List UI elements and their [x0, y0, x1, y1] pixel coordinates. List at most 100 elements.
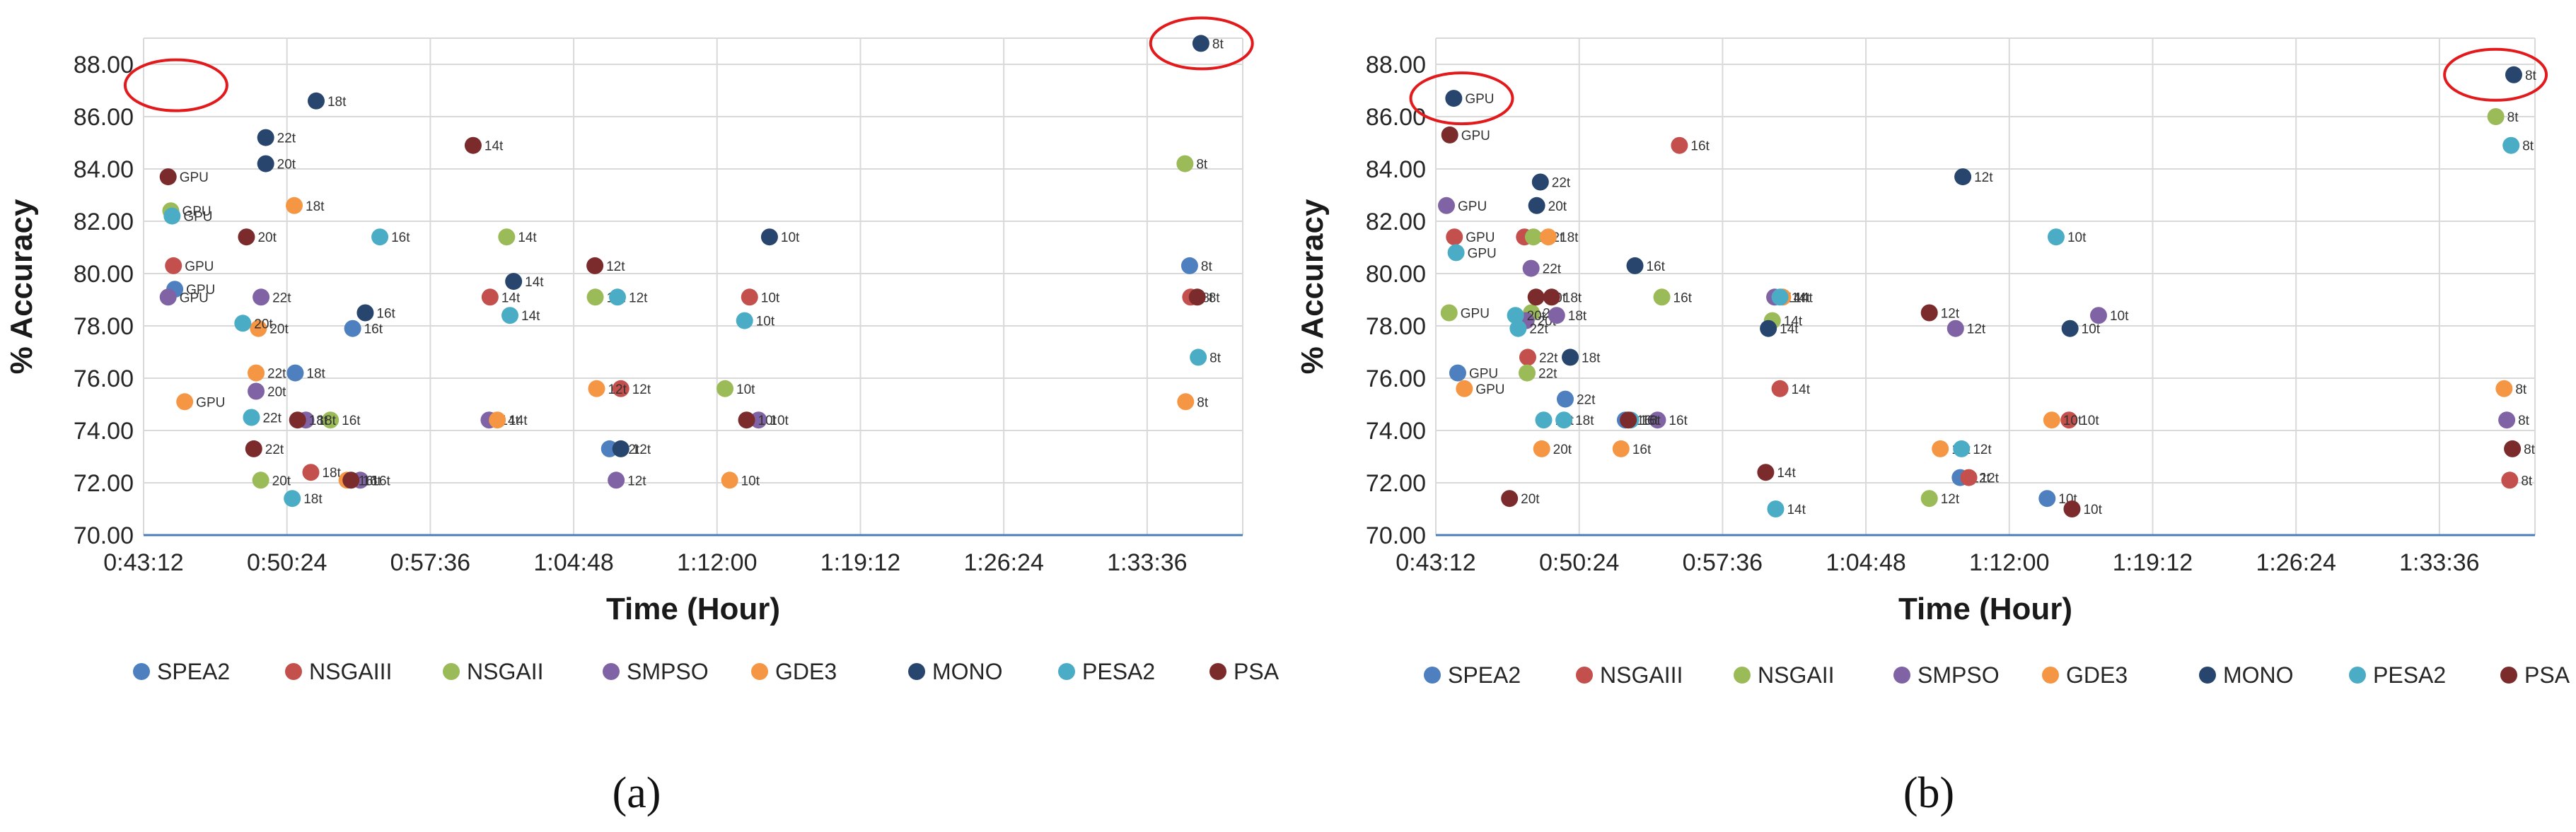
data-point-smpso [248, 382, 265, 400]
data-point-psa [586, 257, 604, 274]
point-label: 16t [1642, 414, 1661, 428]
x-tick-label: 0:50:24 [1539, 549, 1619, 576]
point-label: 8t [2525, 69, 2537, 83]
legend-marker-mono [908, 663, 925, 680]
legend-label: PESA2 [2373, 662, 2446, 688]
data-point-gde3 [1540, 228, 1557, 246]
y-tick-label: 86.00 [1366, 104, 1426, 131]
x-tick-label: 1:26:24 [2256, 549, 2336, 576]
data-point-nsgaiii [1519, 348, 1536, 366]
data-point-pesa2 [243, 409, 260, 426]
data-point-nsgaii [1920, 490, 1938, 508]
point-label: 20t [1548, 199, 1567, 214]
point-label: 16t [342, 414, 361, 428]
legend-marker-psa [2500, 667, 2517, 684]
point-label: 16t [371, 474, 390, 488]
data-point-spea2 [1556, 390, 1574, 408]
x-tick-label: 0:57:36 [390, 549, 470, 576]
x-axis-title: Time (Hour) [606, 592, 780, 626]
legend-label: PESA2 [1082, 659, 1155, 684]
legend-marker-smpso [603, 663, 620, 680]
point-label: GPU [1469, 367, 1498, 382]
point-label: 22t [262, 411, 282, 426]
point-label: 12t [1974, 170, 1993, 185]
data-point-pesa2 [1447, 244, 1465, 262]
data-point-nsgaii [498, 228, 516, 246]
legend-marker-mono [2199, 667, 2216, 684]
data-point-smpso [1438, 197, 1456, 214]
point-label: 20t [1521, 492, 1540, 507]
y-tick-label: 70.00 [74, 522, 134, 549]
x-tick-label: 1:12:00 [677, 549, 757, 576]
legend-marker-pesa2 [2349, 667, 2366, 684]
data-point-pesa2 [284, 490, 301, 508]
data-point-smpso [1649, 411, 1666, 429]
point-label: 14t [485, 139, 504, 154]
x-tick-label: 1:33:36 [2399, 549, 2479, 576]
point-label: GPU [1465, 92, 1494, 107]
y-tick-label: 84.00 [74, 156, 134, 183]
data-point-nsgaiii [2501, 471, 2519, 489]
data-point-pesa2 [1767, 500, 1785, 517]
data-point-pesa2 [2047, 228, 2065, 246]
point-label: 18t [1568, 309, 1587, 324]
data-point-nsgaii [586, 288, 604, 306]
data-point-mono [1760, 320, 1777, 337]
data-point-nsgaii [2487, 108, 2505, 125]
point-label: 16t [1669, 414, 1688, 428]
point-label: 12t [1941, 492, 1960, 507]
data-point-psa [2504, 440, 2522, 457]
point-label: 12t [632, 382, 651, 397]
point-label: 14t [521, 309, 540, 324]
point-label: 14t [1787, 503, 1806, 517]
x-tick-label: 0:50:24 [247, 549, 327, 576]
point-label: 14t [1792, 291, 1811, 305]
data-point-psa [159, 168, 177, 186]
data-point-mono [2505, 66, 2522, 83]
x-axis-title: Time (Hour) [1898, 592, 2072, 626]
data-point-spea2 [1449, 364, 1466, 382]
data-point-pesa2 [1771, 288, 1789, 306]
y-tick-label: 72.00 [1366, 470, 1426, 497]
data-point-nsgaiii [481, 288, 499, 306]
legend-label: GDE3 [2066, 662, 2128, 688]
data-point-nsgaiii [612, 380, 630, 397]
point-label: 16t [359, 474, 378, 488]
legend-marker-psa [1209, 663, 1226, 680]
legend-label: NSGAII [467, 659, 543, 684]
data-point-mono [1531, 173, 1549, 191]
legend-marker-nsgaiii [1576, 667, 1593, 684]
data-point-pesa2 [1190, 348, 1207, 366]
data-point-mono [1562, 348, 1579, 366]
point-label: 10t [2110, 309, 2129, 324]
point-label: 22t [1543, 262, 1562, 277]
point-label: 10t [2067, 230, 2087, 245]
point-label: 22t [267, 367, 286, 382]
legend-label: SPEA2 [1448, 662, 1521, 688]
data-point-mono [1445, 90, 1463, 107]
point-label: 10t [781, 230, 800, 245]
highlight-ellipse [123, 58, 228, 112]
point-label: 16t [1690, 139, 1710, 154]
point-label: 16t [1632, 443, 1652, 457]
y-tick-label: 78.00 [1366, 313, 1426, 340]
legend-marker-nsgaii [443, 663, 460, 680]
point-label: 14t [525, 275, 544, 290]
data-point-nsgaii [1653, 288, 1671, 306]
point-label: 8t [1209, 351, 1222, 365]
data-point-nsgaiii [2060, 411, 2078, 429]
point-label: 18t [1563, 291, 1582, 305]
point-label: 18t [306, 199, 325, 214]
data-point-nsgaii [252, 471, 269, 489]
y-tick-label: 84.00 [1366, 156, 1426, 183]
chart-panel-b: 0:43:12 0:50:24 0:57:36 1:04:48 1:12:00 1:19:… [1295, 37, 2570, 688]
data-point-psa [738, 411, 755, 429]
point-label: GPU [1461, 129, 1490, 143]
data-point-mono [612, 440, 630, 457]
point-label: 16t [1647, 259, 1666, 274]
point-label: 10t [2080, 414, 2099, 428]
point-label: 8t [2518, 414, 2530, 428]
data-point-pesa2 [1555, 411, 1573, 429]
legend-marker-smpso [1893, 667, 1910, 684]
